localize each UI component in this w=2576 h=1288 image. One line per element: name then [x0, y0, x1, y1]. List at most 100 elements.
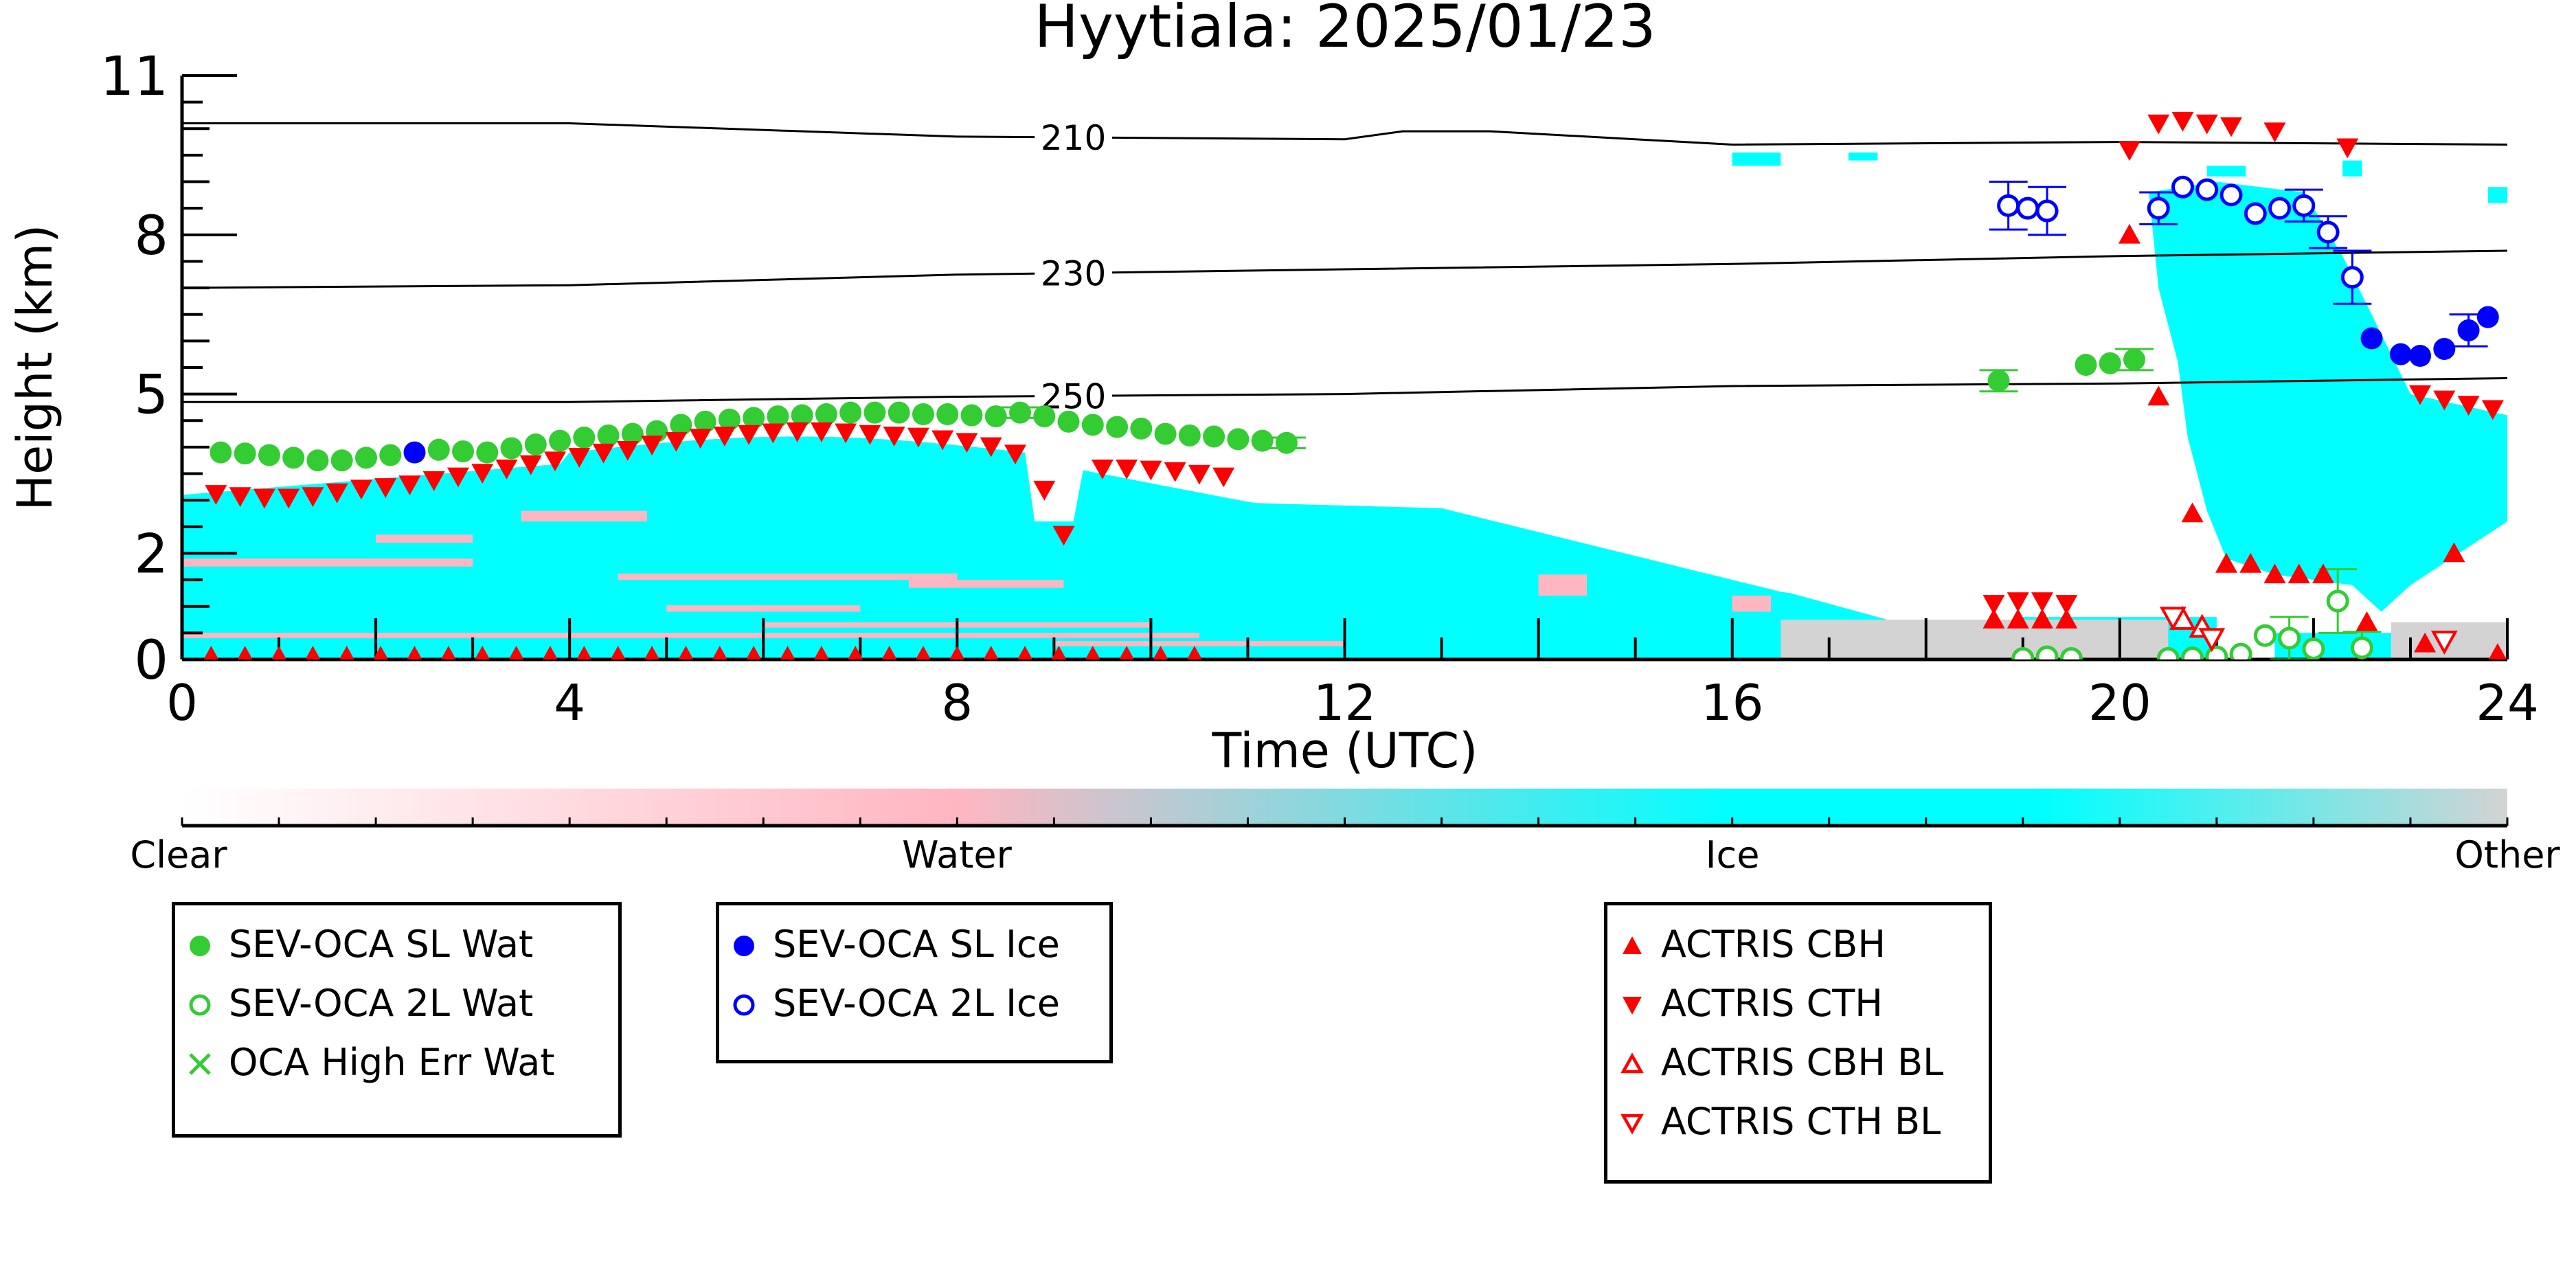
data-markers — [203, 111, 2507, 659]
data-point — [786, 422, 809, 442]
ice-region — [2149, 181, 2507, 612]
data-point — [2099, 352, 2121, 374]
data-point — [2433, 390, 2456, 411]
temperature-contours — [181, 122, 2508, 403]
triangle-up-open-icon — [1620, 1052, 1644, 1074]
data-point — [2016, 196, 2040, 220]
data-point — [1091, 460, 1114, 479]
colorbar-label-ice: Ice — [1706, 833, 1760, 877]
data-point — [665, 431, 688, 452]
data-point — [718, 408, 741, 431]
x-tick-label: 8 — [941, 674, 973, 732]
data-point — [1997, 194, 2020, 217]
data-point — [576, 646, 592, 659]
data-point — [258, 444, 280, 466]
data-point — [2253, 624, 2276, 647]
data-point — [791, 404, 813, 427]
data-point — [2198, 628, 2226, 653]
data-point — [2181, 502, 2204, 523]
contour-line — [1111, 249, 2508, 274]
data-point — [689, 429, 712, 449]
data-point — [2156, 646, 2180, 659]
data-point — [519, 455, 542, 475]
legend-label: ACTRIS CBH BL — [1661, 1041, 1944, 1084]
data-point — [2205, 645, 2228, 659]
data-point — [2160, 607, 2187, 631]
data-point — [1033, 480, 1056, 501]
y-tick-label: 11 — [100, 46, 168, 108]
data-point — [452, 440, 475, 463]
data-point — [746, 646, 762, 659]
data-point — [678, 646, 694, 659]
data-point — [2195, 178, 2219, 201]
data-point — [2263, 122, 2286, 143]
data-point — [1116, 460, 1138, 479]
data-point — [810, 422, 833, 442]
data-point — [475, 646, 490, 659]
data-point — [2147, 196, 2170, 220]
data-point — [407, 646, 422, 659]
data-point — [931, 430, 954, 451]
data-point — [471, 464, 494, 484]
data-point — [1004, 444, 1026, 465]
y-axis-label: Height (km) — [7, 225, 63, 511]
legend-label: SEV-OCA 2L Ice — [773, 982, 1060, 1025]
data-point — [374, 478, 397, 498]
data-point — [2035, 199, 2059, 223]
data-point — [305, 646, 321, 659]
x-axis-label: Time (UTC) — [1212, 723, 1478, 779]
data-point — [2263, 563, 2286, 584]
data-point — [713, 427, 736, 447]
y-tick-label: 8 — [134, 205, 168, 267]
colorbar-label-clear: Clear — [130, 833, 227, 877]
x-tick-label: 0 — [166, 674, 198, 732]
data-point — [2219, 183, 2243, 207]
data-point — [2476, 306, 2499, 328]
data-point — [1178, 424, 1201, 447]
data-point — [2292, 194, 2316, 217]
data-point — [984, 405, 1007, 428]
data-point — [1227, 428, 1250, 451]
x-tick-label: 12 — [1313, 674, 1377, 732]
data-point — [2488, 643, 2507, 659]
water-streak — [521, 510, 647, 522]
data-point — [373, 646, 389, 659]
data-point — [2268, 196, 2292, 220]
data-point — [835, 423, 857, 444]
data-point — [888, 401, 910, 424]
ice-patch — [2206, 166, 2246, 177]
contour-line — [182, 395, 1035, 403]
water-streak — [666, 605, 861, 612]
data-point — [476, 441, 499, 464]
legend-label: ACTRIS CTH BL — [1661, 1100, 1941, 1143]
data-point — [936, 403, 959, 425]
data-point — [2031, 609, 2053, 629]
y-tick-label: 0 — [134, 630, 168, 692]
data-point — [621, 422, 644, 445]
data-point — [1051, 646, 1067, 659]
data-point — [237, 646, 253, 659]
chart-title: Hyytiala: 2025/01/23 — [1034, 0, 1656, 61]
data-point — [2118, 141, 2140, 161]
legend-label: ACTRIS CTH — [1661, 982, 1883, 1025]
data-point — [568, 448, 591, 468]
y-tick-label: 2 — [134, 523, 168, 585]
data-point — [508, 646, 524, 659]
data-point — [2481, 400, 2504, 420]
contour-label: 210 — [1041, 118, 1106, 158]
data-point — [915, 646, 931, 659]
data-point — [271, 646, 287, 659]
water-streak — [182, 633, 1199, 639]
triangle-down-open-icon — [1620, 1114, 1644, 1135]
data-point — [1052, 526, 1075, 546]
x-tick-label: 20 — [2088, 674, 2151, 732]
data-point — [2031, 592, 2053, 612]
ice-patch — [1848, 152, 1878, 161]
data-point — [670, 414, 692, 436]
data-point — [447, 467, 469, 488]
data-point — [2355, 611, 2378, 631]
data-point — [495, 460, 518, 479]
water-streak — [1538, 574, 1588, 596]
data-point — [1153, 646, 1168, 659]
